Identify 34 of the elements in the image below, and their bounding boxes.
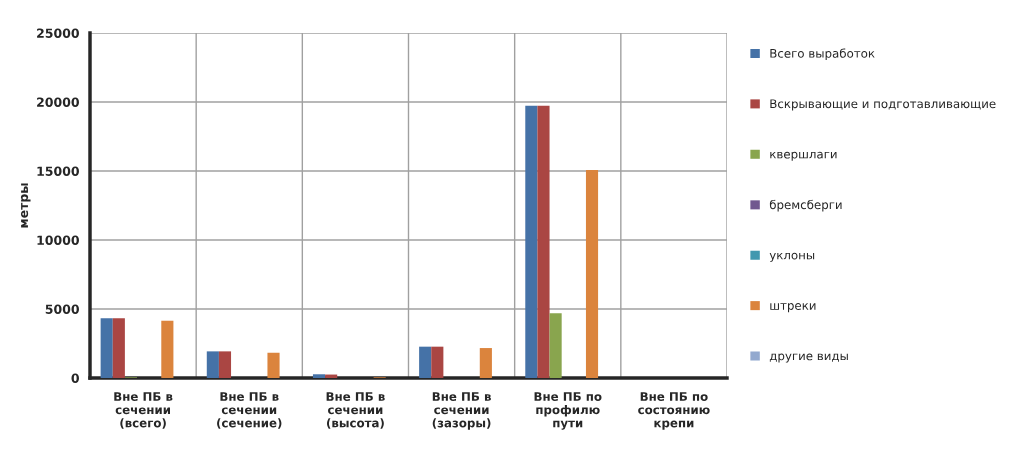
bar xyxy=(112,318,125,378)
y-tick-label: 15000 xyxy=(37,166,79,176)
bar xyxy=(585,170,599,378)
bar xyxy=(267,352,280,378)
bar xyxy=(218,351,232,378)
x-tick-label: Вне ПБ по состоянию крепи xyxy=(638,392,710,430)
bar xyxy=(479,348,492,378)
y-tick-label: 0 xyxy=(71,373,79,383)
bar xyxy=(431,346,444,378)
legend-label: другие виды xyxy=(769,353,848,363)
x-tick-label: Вне ПБ по профилю пути xyxy=(534,392,602,430)
bar xyxy=(312,374,326,378)
legend-label: квершлаги xyxy=(770,151,837,161)
bar xyxy=(161,320,174,378)
legend-label: штреки xyxy=(770,303,816,313)
bar xyxy=(419,346,432,378)
legend-label: Всего выработок xyxy=(770,48,875,61)
bar xyxy=(206,351,219,378)
bar xyxy=(537,105,550,378)
legend-label: уклоны xyxy=(769,252,815,262)
bar xyxy=(549,313,562,378)
x-tick-label: Вне ПБ в сечении (высота) xyxy=(326,392,385,429)
y-tick-label: 5000 xyxy=(45,304,79,314)
x-tick-label: Вне ПБ в сечении (всего) xyxy=(114,392,173,429)
legend-label: Вскрывающие и подготавливающие xyxy=(770,99,996,111)
bar xyxy=(525,105,538,378)
x-tick-label: Вне ПБ в сечении (сечение) xyxy=(217,392,282,429)
y-tick-label: 20000 xyxy=(37,97,79,107)
legend-label: бремсберги xyxy=(769,199,842,212)
y-tick-label: 10000 xyxy=(37,235,79,245)
x-tick-label: Вне ПБ в сечении (зазоры) xyxy=(432,392,491,430)
y-tick-label: 25000 xyxy=(37,28,79,38)
y-axis-title: метры xyxy=(20,183,31,228)
bar xyxy=(100,318,113,378)
